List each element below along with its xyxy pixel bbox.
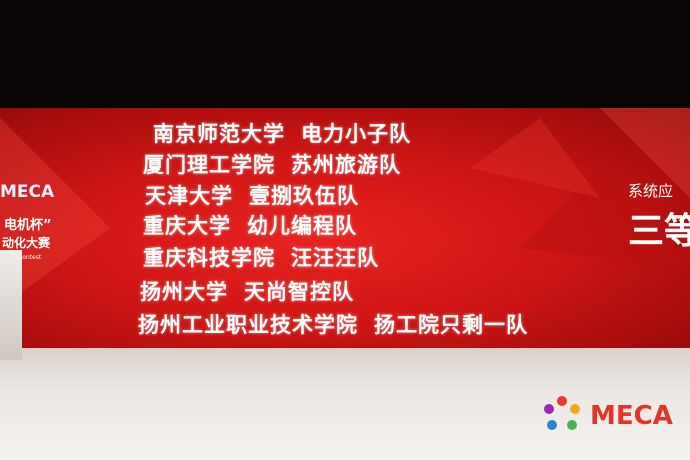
team-name: 扬工院只剩一队 xyxy=(374,312,528,337)
team-name: 天尚智控队 xyxy=(244,279,354,304)
left-logo: MECA xyxy=(0,182,55,202)
left-text: Contest xyxy=(18,254,42,261)
screen-decoration xyxy=(0,108,690,308)
meca-logo: MECA xyxy=(544,396,673,431)
school-name: 天津大学 xyxy=(145,183,233,208)
team-name: 苏州旅游队 xyxy=(291,152,401,177)
award-entry: 扬州大学 天尚智控队 xyxy=(140,276,354,306)
team-name: 汪汪汪队 xyxy=(291,245,379,270)
team-name: 壹捌玖伍队 xyxy=(249,183,359,208)
right-text: 系统应 xyxy=(628,182,674,200)
award-entry: 南京师范大学 电力小子队 xyxy=(153,118,411,148)
logo-text: MECA xyxy=(590,401,673,431)
right-text: 三等 xyxy=(628,211,690,252)
award-entry: 扬州工业职业技术学院 扬工院只剩一队 xyxy=(138,309,528,339)
award-entry: 重庆科技学院 汪汪汪队 xyxy=(143,242,379,272)
award-entry: 重庆大学 幼儿编程队 xyxy=(143,210,357,240)
podium xyxy=(0,250,22,360)
left-text: 电机杯” xyxy=(4,218,52,233)
led-screen xyxy=(0,108,690,348)
school-name: 扬州工业职业技术学院 xyxy=(138,312,358,337)
school-name: 南京师范大学 xyxy=(153,121,285,146)
team-name: 幼儿编程队 xyxy=(247,213,357,238)
award-entry: 厦门理工学院 苏州旅游队 xyxy=(143,149,401,179)
school-name: 厦门理工学院 xyxy=(143,152,275,177)
left-text: 动化大赛 xyxy=(2,236,51,250)
school-name: 重庆科技学院 xyxy=(143,245,275,270)
school-name: 扬州大学 xyxy=(140,279,228,304)
award-entry: 天津大学 壹捌玖伍队 xyxy=(145,180,359,210)
school-name: 重庆大学 xyxy=(143,213,231,238)
team-name: 电力小子队 xyxy=(301,121,411,146)
